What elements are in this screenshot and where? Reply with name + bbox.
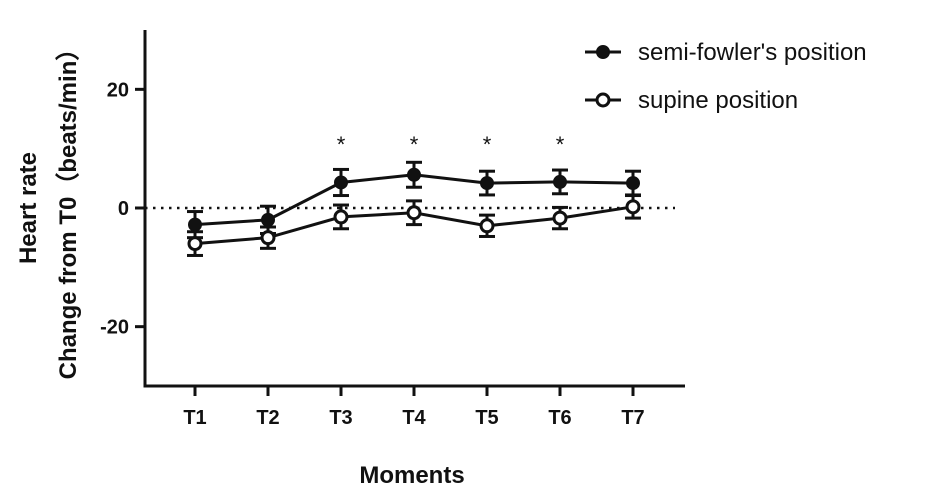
legend-marker-filled — [596, 45, 610, 59]
data-point-open — [333, 209, 349, 225]
data-point-open — [187, 236, 203, 252]
data-point-open — [625, 199, 641, 215]
y-tick-label: 20 — [107, 79, 129, 101]
significance-marker: * — [337, 132, 346, 157]
data-point-filled — [188, 217, 202, 232]
x-tick-label: T4 — [402, 407, 426, 429]
legend-label: semi-fowler's position — [638, 39, 867, 66]
chart-labels: Moments Heart rate Change from T0（beats/… — [15, 37, 465, 489]
y-axis-title-line2: Change from T0（beats/min） — [55, 37, 82, 380]
data-point-filled — [334, 175, 348, 190]
significance-marker: * — [410, 132, 419, 157]
x-tick-label: T3 — [329, 407, 352, 429]
data-point-filled — [626, 176, 640, 191]
significance-marker: * — [556, 132, 565, 157]
x-tick-label: T2 — [256, 407, 279, 429]
y-tick-label: -20 — [100, 317, 129, 339]
x-tick-label: T1 — [183, 407, 206, 429]
data-point-filled — [407, 167, 421, 182]
data-point-open — [479, 218, 495, 234]
legend-label: supine position — [638, 87, 798, 114]
x-axis-title: Moments — [359, 462, 464, 489]
significance-marker: * — [483, 132, 492, 157]
data-point-filled — [553, 174, 567, 189]
data-point-filled — [261, 212, 275, 227]
axes: 20 0 -20 T1 T2 T3 T4 T5 T6 T7 — [100, 30, 685, 429]
data-point-open — [260, 230, 276, 246]
x-tick-label: T5 — [475, 407, 498, 429]
x-tick-label: T7 — [621, 407, 644, 429]
chart-marks: * * * * — [145, 132, 675, 257]
y-axis-title-line1: Heart rate — [15, 152, 42, 264]
y-tick-label: 0 — [118, 198, 129, 220]
data-point-open — [552, 210, 568, 226]
data-point-filled — [480, 176, 494, 191]
x-tick-label: T6 — [548, 407, 571, 429]
data-point-open — [406, 205, 422, 221]
legend-marker-open — [595, 92, 611, 108]
legend: semi-fowler's position supine position — [585, 39, 867, 114]
